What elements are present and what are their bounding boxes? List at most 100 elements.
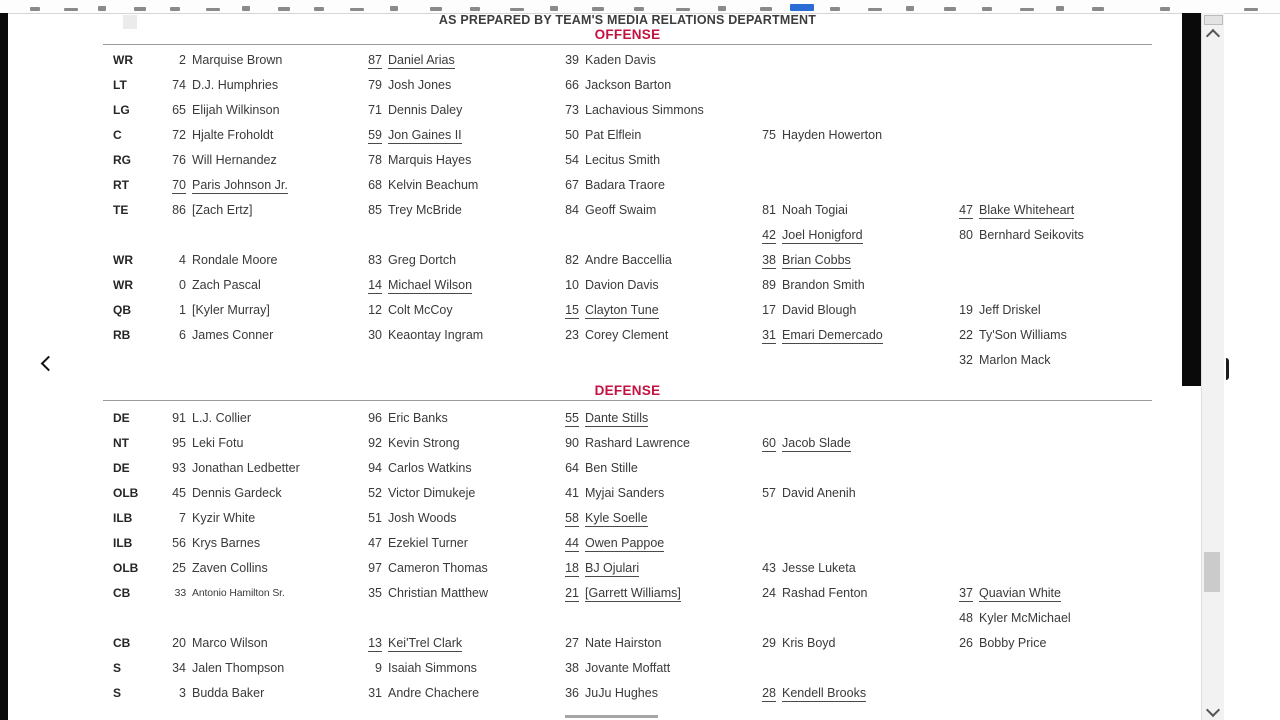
- toolbar-icon-fragment[interactable]: [868, 8, 882, 11]
- player-name: David Blough: [782, 303, 857, 317]
- player-number: 26: [959, 636, 973, 650]
- player-entry: 1 [Kyler Murray]: [160, 303, 270, 318]
- toolbar-icon-fragment[interactable]: [314, 7, 324, 11]
- player-name: Hjalte Froholdt: [192, 128, 274, 142]
- player-entry: 38 Jovante Moffatt: [553, 661, 670, 676]
- player-number: 35: [368, 586, 382, 600]
- player-entry: 94 Carlos Watkins: [356, 461, 472, 476]
- player-entry: 27 Nate Hairston: [553, 636, 661, 651]
- toolbar-active-control-fragment[interactable]: [790, 4, 814, 11]
- player-entry: 67 Badara Traore: [553, 178, 665, 193]
- player-entry: 82 Andre Baccellia: [553, 253, 672, 268]
- player-entry: 31 Emari Demercado: [750, 328, 883, 344]
- player-entry: 60 Jacob Slade: [750, 436, 851, 452]
- player-number: 74: [172, 78, 186, 92]
- toolbar-icon-fragment[interactable]: [134, 7, 146, 11]
- player-number: 76: [172, 153, 186, 167]
- position-label: WR: [113, 53, 133, 67]
- player-name: Jeff Driskel: [979, 303, 1041, 317]
- player-name: Marco Wilson: [192, 636, 268, 650]
- player-entry: 85 Trey McBride: [356, 203, 462, 218]
- player-number: 94: [368, 461, 382, 475]
- player-number: 73: [565, 103, 579, 117]
- player-name: Christian Matthew: [388, 586, 489, 600]
- player-entry: 80 Bernhard Seikovits: [947, 228, 1084, 243]
- toolbar-icon-fragment[interactable]: [944, 7, 956, 11]
- player-number: 7: [179, 511, 186, 525]
- player-name: Jackson Barton: [585, 78, 672, 92]
- toolbar-icon-fragment[interactable]: [830, 7, 840, 11]
- player-name: Rashard Lawrence: [585, 436, 690, 450]
- player-number: 83: [368, 253, 382, 267]
- toolbar-icon-fragment[interactable]: [1244, 8, 1258, 11]
- player-number: 84: [565, 203, 579, 217]
- player-number: 39: [565, 53, 579, 67]
- player-name: Rondale Moore: [192, 253, 278, 267]
- player-entry: 68 Kelvin Beachum: [356, 178, 478, 193]
- player-entry: 41 Myjai Sanders: [553, 486, 664, 501]
- player-number: 48: [959, 611, 973, 625]
- toolbar-icon-fragment[interactable]: [718, 6, 726, 11]
- toolbar-icon-fragment[interactable]: [510, 8, 524, 11]
- toolbar-icon-fragment[interactable]: [170, 7, 180, 11]
- toolbar-icon-fragment[interactable]: [350, 8, 364, 11]
- position-label: LT: [113, 78, 127, 92]
- player-number: 79: [368, 78, 382, 92]
- player-entry: 54 Lecitus Smith: [553, 153, 660, 168]
- player-name: Leki Fotu: [192, 436, 244, 450]
- player-name: [Garrett Williams]: [585, 586, 681, 602]
- player-name: Zach Pascal: [192, 278, 261, 292]
- player-name: Colt McCoy: [388, 303, 453, 317]
- player-number: 65: [172, 103, 186, 117]
- player-entry: 14 Michael Wilson: [356, 278, 473, 294]
- player-name: Joel Honigford: [782, 228, 863, 244]
- player-entry: 34 Jalen Thompson: [160, 661, 284, 676]
- toolbar-icon-fragment[interactable]: [982, 7, 992, 11]
- player-name: Blake Whiteheart: [979, 203, 1075, 219]
- toolbar-icon-fragment[interactable]: [64, 8, 78, 11]
- player-name: Dennis Daley: [388, 103, 463, 117]
- toolbar-icon-fragment[interactable]: [1092, 7, 1104, 11]
- player-entry: 42 Joel Honigford: [750, 228, 863, 244]
- scrollbar-thumb[interactable]: [1204, 552, 1220, 592]
- player-name: Jacob Slade: [782, 436, 851, 452]
- toolbar-icon-fragment[interactable]: [592, 7, 604, 11]
- player-number: 44: [565, 536, 579, 552]
- player-entry: 22 Ty'Son Williams: [947, 328, 1067, 343]
- player-name: Zaven Collins: [192, 561, 268, 575]
- position-label: WR: [113, 253, 133, 267]
- toolbar-icon-fragment[interactable]: [906, 6, 914, 11]
- toolbar-icon-fragment[interactable]: [760, 7, 772, 11]
- player-entry: 75 Hayden Howerton: [750, 128, 882, 143]
- toolbar-icon-fragment[interactable]: [676, 8, 690, 11]
- player-entry: 93 Jonathan Ledbetter: [160, 461, 300, 476]
- toolbar-icon-fragment[interactable]: [98, 6, 106, 11]
- player-entry: 13 Kei'Trel Clark: [356, 636, 463, 652]
- player-number: 34: [172, 661, 186, 675]
- player-entry: 6 James Conner: [160, 328, 273, 343]
- scrollbar-split-box[interactable]: [1204, 15, 1223, 25]
- player-entry: 20 Marco Wilson: [160, 636, 268, 651]
- toolbar-icon-fragment[interactable]: [470, 7, 480, 11]
- toolbar-icon-fragment[interactable]: [550, 6, 558, 11]
- player-number: 60: [762, 436, 776, 452]
- toolbar-icon-fragment[interactable]: [430, 7, 442, 11]
- toolbar-icon-fragment[interactable]: [390, 6, 398, 11]
- toolbar-icon-fragment[interactable]: [242, 6, 250, 11]
- toolbar-icon-fragment[interactable]: [1160, 7, 1170, 11]
- toolbar-icon-fragment[interactable]: [30, 7, 40, 11]
- player-name: Nate Hairston: [585, 636, 662, 650]
- player-number: 95: [172, 436, 186, 450]
- toolbar-icon-fragment[interactable]: [278, 7, 290, 11]
- vertical-scrollbar[interactable]: [1201, 13, 1224, 720]
- toolbar-icon-fragment[interactable]: [206, 8, 220, 11]
- player-number: 90: [565, 436, 579, 450]
- toolbar-icon-fragment[interactable]: [1020, 8, 1034, 11]
- player-entry: 39 Kaden Davis: [553, 53, 656, 68]
- position-label: ILB: [113, 536, 133, 550]
- toolbar-icon-fragment[interactable]: [1056, 6, 1064, 11]
- player-entry: 33 Antonio Hamilton Sr.: [160, 586, 285, 601]
- player-number: 66: [565, 78, 579, 92]
- toolbar-icon-fragment[interactable]: [634, 7, 644, 11]
